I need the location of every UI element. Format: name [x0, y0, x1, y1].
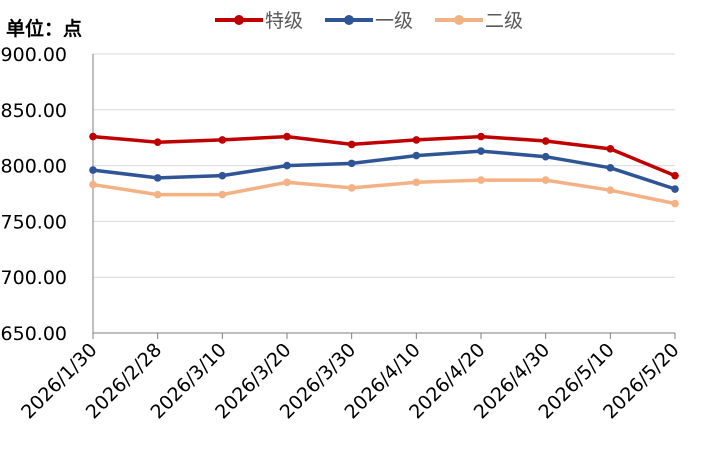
legend-label-grade1: 一级	[375, 10, 414, 32]
data-point-2-6	[477, 176, 485, 184]
y-tick-label: 750.00	[1, 211, 67, 233]
y-tick-label: 800.00	[1, 156, 67, 178]
data-point-0-9	[671, 171, 679, 180]
legend-swatch-grade1	[325, 12, 374, 28]
unit-label: 单位：点	[6, 18, 83, 40]
y-tick-label: 850.00	[1, 100, 67, 122]
legend-label-grade2: 二级	[485, 10, 524, 32]
data-point-2-1	[153, 190, 162, 199]
data-point-2-8	[606, 186, 615, 194]
data-point-0-0	[89, 132, 97, 141]
data-point-0-5	[412, 136, 421, 144]
series-layer	[89, 132, 679, 208]
data-point-1-2	[218, 171, 227, 180]
series-line-2	[91, 178, 677, 206]
data-point-0-8	[606, 145, 615, 153]
legend-item-grade2: 二级	[435, 6, 523, 33]
legend-swatch-special	[215, 12, 263, 28]
data-point-1-4	[347, 159, 356, 168]
legend-item-special: 特级	[215, 6, 303, 33]
data-point-2-4	[347, 184, 356, 192]
legend-item-grade1: 一级	[325, 6, 413, 33]
data-point-1-1	[153, 174, 162, 182]
data-point-2-7	[541, 176, 550, 184]
legend-label-special: 特级	[265, 10, 304, 32]
data-point-2-2	[218, 190, 227, 199]
data-point-1-5	[412, 151, 421, 160]
data-point-2-5	[412, 178, 421, 187]
data-point-1-0	[89, 166, 97, 174]
data-point-1-3	[283, 161, 291, 170]
chart-legend: 特级 一级 二级	[215, 6, 523, 33]
legend-swatch-grade2	[435, 12, 484, 28]
data-point-1-7	[541, 152, 550, 161]
data-point-2-9	[671, 199, 679, 208]
y-tick-label: 650.00	[1, 323, 67, 345]
grid-layer	[93, 53, 675, 278]
data-point-1-9	[671, 185, 679, 193]
y-tick-label: 700.00	[1, 267, 67, 289]
data-point-0-4	[347, 140, 356, 149]
data-point-0-2	[218, 136, 227, 144]
data-point-0-1	[153, 138, 162, 146]
series-line-0	[91, 134, 677, 178]
axis-layer	[92, 54, 676, 339]
data-point-1-8	[606, 164, 615, 172]
label-layer: 650.00700.00750.00800.00850.00900.002026…	[1, 44, 684, 423]
data-point-2-0	[89, 180, 97, 189]
series-line-1	[91, 149, 677, 191]
y-tick-label: 900.00	[1, 44, 67, 66]
data-point-1-6	[477, 147, 485, 155]
data-point-0-6	[477, 132, 485, 141]
data-point-0-7	[541, 137, 550, 145]
data-point-2-3	[283, 178, 291, 187]
data-point-0-3	[283, 132, 291, 141]
